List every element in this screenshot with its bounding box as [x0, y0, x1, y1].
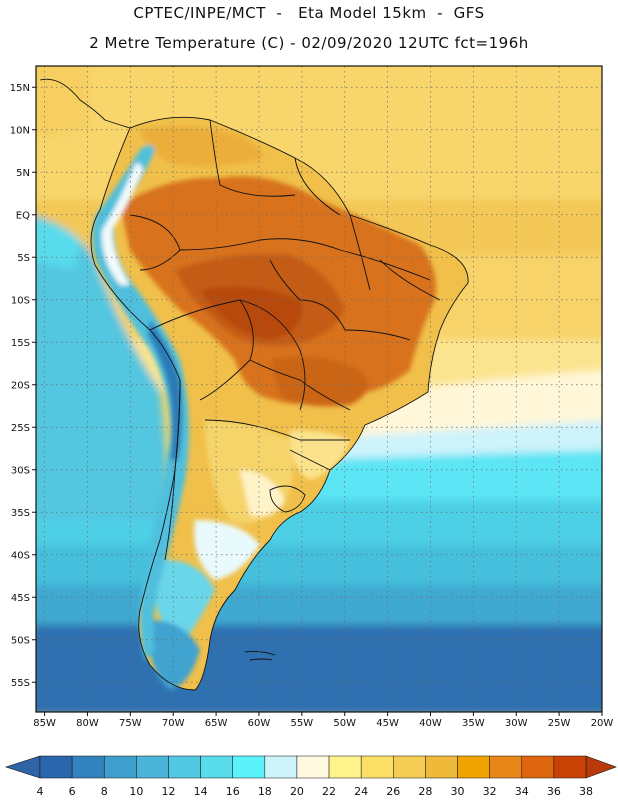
lon-tick-label: 65W — [205, 718, 228, 729]
lat-tick-label: 30S — [11, 465, 30, 476]
colorbar-swatch — [553, 755, 587, 779]
colorbar-label: 34 — [515, 785, 529, 798]
latitude-labels: 15N 10N 5N EQ 5S 10S 15S 20S 25S 30S 35S 40S 45S 50S 5… — [10, 83, 30, 689]
colorbar-label: 30 — [451, 785, 465, 798]
axis-ticks — [32, 86, 603, 716]
lon-tick-label: 75W — [119, 718, 142, 729]
colorbar-swatch — [489, 755, 523, 779]
colorbar-swatch — [521, 755, 555, 779]
colorbar-label: 12 — [161, 785, 175, 798]
colorbar-swatch — [39, 755, 73, 779]
map-subtitle: 2 Metre Temperature (C) - 02/09/2020 12U… — [89, 34, 529, 52]
colorbar-swatch — [103, 755, 137, 779]
colorbar-label: 24 — [354, 785, 368, 798]
lat-tick-label: 15S — [11, 338, 30, 349]
lat-tick-label: 15N — [10, 83, 30, 94]
colorbar-label: 26 — [386, 785, 400, 798]
colorbar-label: 6 — [69, 785, 76, 798]
colorbar-label: 10 — [129, 785, 143, 798]
colorbar-label: 28 — [418, 785, 432, 798]
colorbar-label: 16 — [226, 785, 240, 798]
colorbar-swatch — [71, 755, 105, 779]
colorbar-label: 14 — [194, 785, 208, 798]
colorbar-swatch — [296, 755, 330, 779]
lon-tick-label: 80W — [76, 718, 99, 729]
colorbar-swatch — [264, 755, 298, 779]
lon-tick-label: 60W — [248, 718, 271, 729]
colorbar-label: 32 — [483, 785, 497, 798]
lon-tick-label: 20W — [591, 718, 614, 729]
colorbar-swatch — [168, 755, 201, 779]
lat-tick-label: 45S — [11, 593, 30, 604]
colorbar — [5, 755, 617, 779]
lat-tick-label: 10N — [10, 125, 30, 136]
map-title: CPTEC/INPE/MCT - Eta Model 15km - GFS — [133, 4, 485, 22]
lat-tick-label: 50S — [11, 635, 30, 646]
colorbar-swatch — [200, 755, 233, 779]
lat-tick-label: 40S — [11, 550, 30, 561]
colorbar-label: 22 — [322, 785, 336, 798]
colorbar-swatch — [425, 755, 458, 779]
lat-tick-label: 20S — [11, 380, 30, 391]
colorbar-swatch — [360, 755, 394, 779]
colorbar-label: 36 — [547, 785, 561, 798]
lat-tick-label: 5S — [17, 253, 30, 264]
colorbar-over-arrow — [585, 755, 617, 779]
map-frame — [35, 65, 603, 713]
colorbar-swatch — [393, 755, 426, 779]
lat-tick-label: 55S — [11, 678, 30, 689]
lat-tick-label: 25S — [11, 423, 30, 434]
lat-tick-label: 5N — [16, 168, 30, 179]
lon-tick-label: 30W — [505, 718, 528, 729]
longitude-labels: 85W 80W 75W 70W 65W 60W 55W 50W 45W 40W 35W 30W 25W 2… — [33, 718, 613, 729]
colorbar-swatch — [136, 755, 169, 779]
colorbar-label: 38 — [579, 785, 593, 798]
lon-tick-label: 40W — [419, 718, 442, 729]
colorbar-swatch — [457, 755, 490, 779]
colorbar-under-arrow — [5, 755, 41, 779]
colorbar-swatch — [232, 755, 266, 779]
lon-tick-label: 50W — [333, 718, 356, 729]
colorbar-label: 18 — [258, 785, 272, 798]
lon-tick-label: 70W — [162, 718, 185, 729]
south-america-land — [91, 117, 469, 691]
lon-tick-label: 85W — [33, 718, 56, 729]
country-borders — [39, 78, 469, 691]
lat-tick-label: 10S — [11, 295, 30, 306]
colorbar-label: 4 — [37, 785, 44, 798]
colorbar-label: 20 — [290, 785, 304, 798]
colorbar-label: 8 — [101, 785, 108, 798]
lon-tick-label: 35W — [462, 718, 485, 729]
lat-tick-label: EQ — [16, 210, 30, 221]
lon-tick-label: 25W — [548, 718, 571, 729]
lon-tick-label: 55W — [291, 718, 314, 729]
lat-tick-label: 35S — [11, 508, 30, 519]
colorbar-labels: 4 6 8 10 12 14 16 18 20 22 24 26 28 30 32 34 36 38 — [37, 785, 594, 798]
map-field — [36, 66, 602, 712]
lon-tick-label: 45W — [376, 718, 399, 729]
colorbar-swatch — [328, 755, 362, 779]
